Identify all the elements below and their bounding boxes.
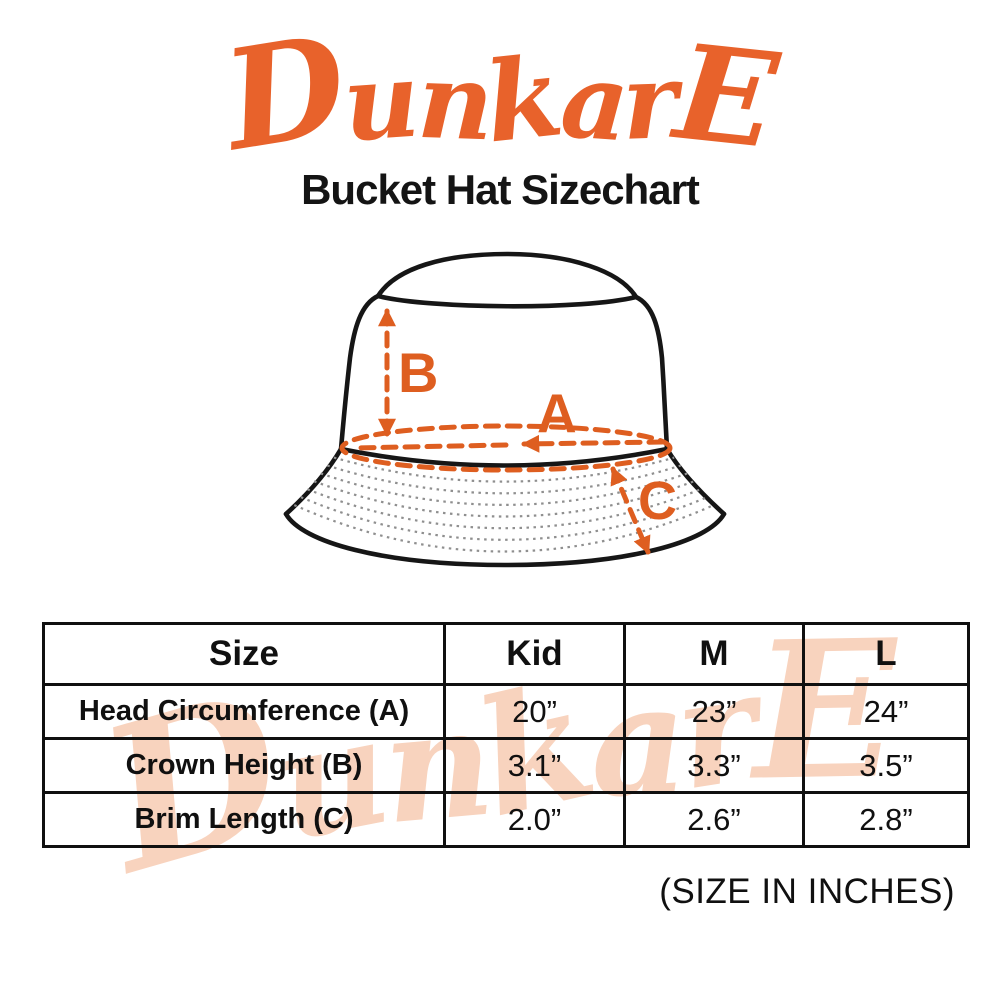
measure-a-arrow-tail [351,442,509,451]
size-table-header-row: Size Kid M L [42,622,970,686]
brand-logo: DunkarE [214,5,780,183]
value-crown-height-l: 3.5” [802,737,970,794]
col-header-size: Size [42,622,446,686]
measure-a-arrow [521,434,665,453]
units-note: (SIZE IN INCHES) [659,872,955,911]
hat-outline [283,251,727,568]
table-row-brim-length: Brim Length (C) 2.0” 2.6” 2.8” [42,791,970,848]
row-label-brim-length: Brim Length (C) [42,791,446,848]
value-head-circumference-m: 23” [623,683,805,740]
table-row-head-circumference: Head Circumference (A) 20” 23” 24” [42,683,970,740]
table-row-crown-height: Crown Height (B) 3.1” 3.3” 3.5” [42,737,970,794]
label-a: A [537,382,577,444]
value-head-circumference-kid: 20” [443,683,626,740]
value-brim-length-m: 2.6” [623,791,805,848]
row-label-crown-height: Crown Height (B) [42,737,446,794]
measure-a-ellipse [339,423,673,473]
page-title: Bucket Hat Sizechart [301,166,700,213]
label-b: B [398,341,438,404]
value-crown-height-m: 3.3” [623,737,805,794]
size-table: Size Kid M L Head Circumference (A) 20” … [42,622,970,848]
measurement-annotations: B A C [339,308,677,555]
value-brim-length-kid: 2.0” [443,791,626,848]
value-brim-length-l: 2.8” [802,791,970,848]
row-label-head-circumference: Head Circumference (A) [42,683,446,740]
col-header-l: L [802,622,970,686]
col-header-m: M [623,622,805,686]
value-head-circumference-l: 24” [802,683,970,740]
label-c: C [638,471,677,531]
value-crown-height-kid: 3.1” [443,737,626,794]
bucket-hat-diagram: B A C [283,251,727,568]
col-header-kid: Kid [443,622,626,686]
measure-c-line [610,466,651,555]
